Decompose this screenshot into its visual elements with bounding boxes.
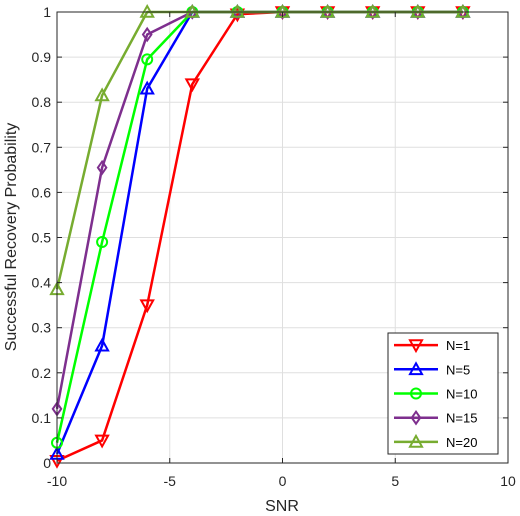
data-point (184, 78, 200, 93)
legend-item: N=1 (394, 338, 470, 354)
ticks: -10 -5 0 5 10 0 0.1 0.2 0.3 0.4 0.5 0.6 0.7 0.8 0.9 1 (32, 4, 516, 489)
y-tick-label: 0.4 (32, 275, 52, 291)
legend-label: N=15 (446, 411, 477, 426)
x-tick-label: 0 (279, 473, 287, 489)
data-point (184, 3, 200, 18)
data-point (94, 87, 110, 102)
legend-item: N=5 (394, 361, 470, 377)
y-tick-label: 0.5 (32, 230, 52, 246)
y-tick-label: 0.6 (32, 184, 52, 200)
data-point (94, 434, 110, 449)
y-tick-label: 0.2 (32, 365, 52, 381)
legend-item: N=20 (394, 433, 477, 450)
data-point (139, 80, 155, 95)
y-tick-label: 0.8 (32, 94, 52, 110)
data-point (410, 3, 426, 18)
x-axis-title: SNR (265, 498, 299, 515)
x-tick-label: 10 (500, 473, 516, 489)
y-tick-label: 0.7 (32, 139, 52, 155)
data-point (455, 3, 471, 18)
legend-marker (410, 387, 422, 400)
y-tick-label: 0 (43, 455, 51, 471)
legend-marker (408, 339, 424, 354)
y-tick-label: 0.9 (32, 49, 52, 65)
y-tick-label: 0.1 (32, 410, 52, 426)
data-point (141, 26, 153, 43)
legend-marker (408, 361, 424, 376)
legend-item: N=15 (394, 409, 477, 426)
data-point (319, 3, 336, 18)
data-point (139, 299, 155, 314)
legend-label: N=10 (446, 387, 477, 402)
y-tick-label: 1 (43, 4, 51, 20)
legend-label: N=5 (446, 362, 470, 377)
y-axis-title: Successful Recovery Probability (3, 123, 20, 352)
grid (56, 11, 509, 464)
legend-label: N=20 (446, 435, 477, 450)
y-tick-label: 0.3 (32, 320, 52, 336)
data-point (365, 3, 381, 18)
x-tick-label: -5 (164, 473, 177, 489)
data-point (139, 3, 155, 18)
x-tick-label: -10 (47, 473, 67, 489)
legend: N=1 N=5 N=10 N=15 N=20 (387, 332, 499, 455)
legend-item: N=10 (394, 387, 477, 402)
legend-marker (408, 433, 424, 448)
data-point (229, 3, 246, 18)
x-tick-label: 5 (391, 473, 399, 489)
data-point (141, 53, 154, 66)
legend-marker (410, 409, 422, 426)
data-point (94, 337, 110, 352)
data-point (96, 236, 109, 249)
legend-label: N=1 (446, 338, 470, 353)
data-point (96, 159, 108, 176)
